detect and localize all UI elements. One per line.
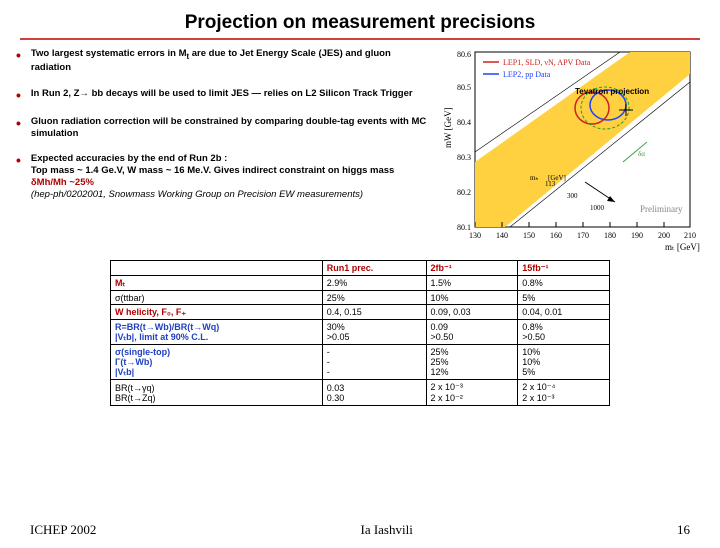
table-row: σ(single-top) Γ(t→Wb) |Vₜb|- - -25% 25% … <box>111 345 610 380</box>
row-cell: 10% 10% 5% <box>518 345 610 380</box>
bullet-2: • In Run 2, Z→ bb decays will be used to… <box>16 88 431 102</box>
row-cell: 2 x 10⁻³ 2 x 10⁻² <box>426 380 518 406</box>
row-cell: 0.8% >0.50 <box>518 320 610 345</box>
svg-text:80.6: 80.6 <box>457 50 471 59</box>
bullet-marker: • <box>16 153 21 201</box>
table-row: W helicity, F₀, F₊0.4, 0.150.09, 0.030.0… <box>111 305 610 320</box>
svg-text:150: 150 <box>523 231 535 240</box>
svg-text:300: 300 <box>567 192 578 200</box>
chart-svg: 130 140 150 160 170 180 190 200 210 80.1… <box>439 44 704 254</box>
bullet-4: • Expected accuracies by the end of Run … <box>16 153 431 201</box>
footer-center: Ia Iashvili <box>360 522 412 538</box>
svg-text:80.3: 80.3 <box>457 153 471 162</box>
row-label: σ(ttbar) <box>111 291 323 305</box>
svg-text:[GeV]: [GeV] <box>548 174 566 182</box>
row-label: σ(single-top) Γ(t→Wb) |Vₜb| <box>111 345 323 380</box>
svg-text:80.1: 80.1 <box>457 223 471 232</box>
row-label: R=BR(t→Wb)/BR(t→Wq) |Vₜb|, limit at 90% … <box>111 320 323 345</box>
table-header-row: Run1 prec. 2fb⁻¹ 15fb⁻¹ <box>111 261 610 276</box>
svg-text:80.2: 80.2 <box>457 188 471 197</box>
bullet-marker: • <box>16 48 21 74</box>
svg-text:LEP1, SLD, νN, APV Data: LEP1, SLD, νN, APV Data <box>503 58 591 67</box>
table-row: σ(ttbar)25%10%5% <box>111 291 610 305</box>
row-cell: 0.09, 0.03 <box>426 305 518 320</box>
footer: ICHEP 2002 Ia Iashvili 16 <box>0 522 720 538</box>
row-cell: 0.8% <box>518 276 610 291</box>
tevatron-annotation: Tevatron projection <box>575 88 649 96</box>
bullet-3-text: Gluon radiation correction will be const… <box>31 116 431 140</box>
svg-text:180: 180 <box>604 231 616 240</box>
row-cell: 0.03 0.30 <box>322 380 426 406</box>
row-cell: 2.9% <box>322 276 426 291</box>
row-label: BR(t→γq) BR(t→Zq) <box>111 380 323 406</box>
footer-left: ICHEP 2002 <box>30 522 96 538</box>
title-bar: Projection on measurement precisions <box>20 8 700 40</box>
mw-mt-chart: 130 140 150 160 170 180 190 200 210 80.1… <box>439 44 704 254</box>
ylabel: mW [GeV] <box>443 107 453 148</box>
table-row: R=BR(t→Wb)/BR(t→Wq) |Vₜb|, limit at 90% … <box>111 320 610 345</box>
bullet-list: • Two largest systematic errors in Mt ar… <box>16 44 439 254</box>
row-cell: 1.5% <box>426 276 518 291</box>
bullet-marker: • <box>16 116 21 140</box>
svg-text:210: 210 <box>684 231 696 240</box>
content-row: • Two largest systematic errors in Mt ar… <box>0 44 720 254</box>
bullet-1: • Two largest systematic errors in Mt ar… <box>16 48 431 74</box>
th-15fb: 15fb⁻¹ <box>518 261 610 276</box>
footer-right: 16 <box>677 522 690 538</box>
xlabel: mₜ [GeV] <box>665 242 700 252</box>
bullet-1-text: Two largest systematic errors in Mt are … <box>31 48 431 74</box>
svg-text:δα: δα <box>638 150 645 158</box>
precision-table: Run1 prec. 2fb⁻¹ 15fb⁻¹ Mₜ2.9%1.5%0.8%σ(… <box>110 260 610 406</box>
svg-text:80.5: 80.5 <box>457 83 471 92</box>
row-cell: - - - <box>322 345 426 380</box>
page-title: Projection on measurement precisions <box>185 12 536 33</box>
bullet-2-text: In Run 2, Z→ bb decays will be used to l… <box>31 88 413 102</box>
bullet-4-text: Expected accuracies by the end of Run 2b… <box>31 153 431 201</box>
row-label: W helicity, F₀, F₊ <box>111 305 323 320</box>
svg-text:mₕ: mₕ <box>530 174 538 182</box>
svg-text:170: 170 <box>577 231 589 240</box>
row-cell: 10% <box>426 291 518 305</box>
svg-text:160: 160 <box>550 231 562 240</box>
svg-text:200: 200 <box>658 231 670 240</box>
table-row: BR(t→γq) BR(t→Zq)0.03 0.302 x 10⁻³ 2 x 1… <box>111 380 610 406</box>
svg-text:Preliminary: Preliminary <box>640 204 683 214</box>
table-body: Mₜ2.9%1.5%0.8%σ(ttbar)25%10%5%W helicity… <box>111 276 610 406</box>
bullet-marker: • <box>16 88 21 102</box>
th-run1: Run1 prec. <box>322 261 426 276</box>
svg-text:80.4: 80.4 <box>457 118 471 127</box>
row-cell: 0.4, 0.15 <box>322 305 426 320</box>
row-cell: 5% <box>518 291 610 305</box>
svg-text:LEP2, pp Data: LEP2, pp Data <box>503 70 551 79</box>
svg-text:1000: 1000 <box>590 204 605 212</box>
table-row: Mₜ2.9%1.5%0.8% <box>111 276 610 291</box>
row-cell: 0.04, 0.01 <box>518 305 610 320</box>
row-cell: 25% <box>322 291 426 305</box>
th-blank <box>111 261 323 276</box>
row-cell: 30% >0.05 <box>322 320 426 345</box>
th-2fb: 2fb⁻¹ <box>426 261 518 276</box>
svg-text:140: 140 <box>496 231 508 240</box>
row-cell: 2 x 10⁻⁴ 2 x 10⁻³ <box>518 380 610 406</box>
precision-table-wrap: Run1 prec. 2fb⁻¹ 15fb⁻¹ Mₜ2.9%1.5%0.8%σ(… <box>110 260 610 406</box>
svg-text:190: 190 <box>631 231 643 240</box>
row-label: Mₜ <box>111 276 323 291</box>
row-cell: 0.09 >0.50 <box>426 320 518 345</box>
svg-text:130: 130 <box>469 231 481 240</box>
row-cell: 25% 25% 12% <box>426 345 518 380</box>
bullet-3: • Gluon radiation correction will be con… <box>16 116 431 140</box>
